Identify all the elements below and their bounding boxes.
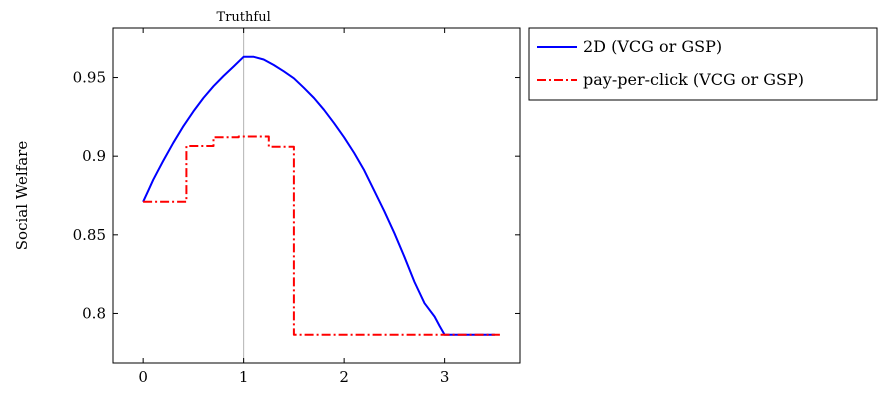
series-line-0 [142, 55, 495, 336]
legend-box [528, 27, 878, 101]
legend-label-2d: 2D (VCG or GSP) [583, 37, 722, 56]
legend: 2D (VCG or GSP) pay-per-click (VCG or GS… [528, 27, 878, 101]
series-line-1 [143, 135, 500, 336]
legend-label-pay-per-click: pay-per-click (VCG or GSP) [583, 70, 804, 89]
x-tick-label: 3 [440, 368, 450, 386]
y-tick-label: 0.85 [73, 226, 106, 244]
x-tick-label: 2 [339, 368, 349, 386]
y-tick-label: 0.8 [82, 304, 106, 322]
x-tick-label: 1 [239, 368, 249, 386]
y-axis-label: Social Welfare [13, 141, 31, 251]
ticks-layer: 0 1 2 3 0.8 0.85 0.9 0.95 [73, 28, 520, 386]
plot-layer: Truthful [142, 10, 500, 363]
truthful-annotation-label: Truthful [217, 10, 271, 25]
y-tick-label: 0.95 [73, 69, 106, 87]
x-tick-label: 0 [138, 368, 148, 386]
plot-frame [112, 27, 521, 364]
y-tick-label: 0.9 [82, 147, 106, 165]
